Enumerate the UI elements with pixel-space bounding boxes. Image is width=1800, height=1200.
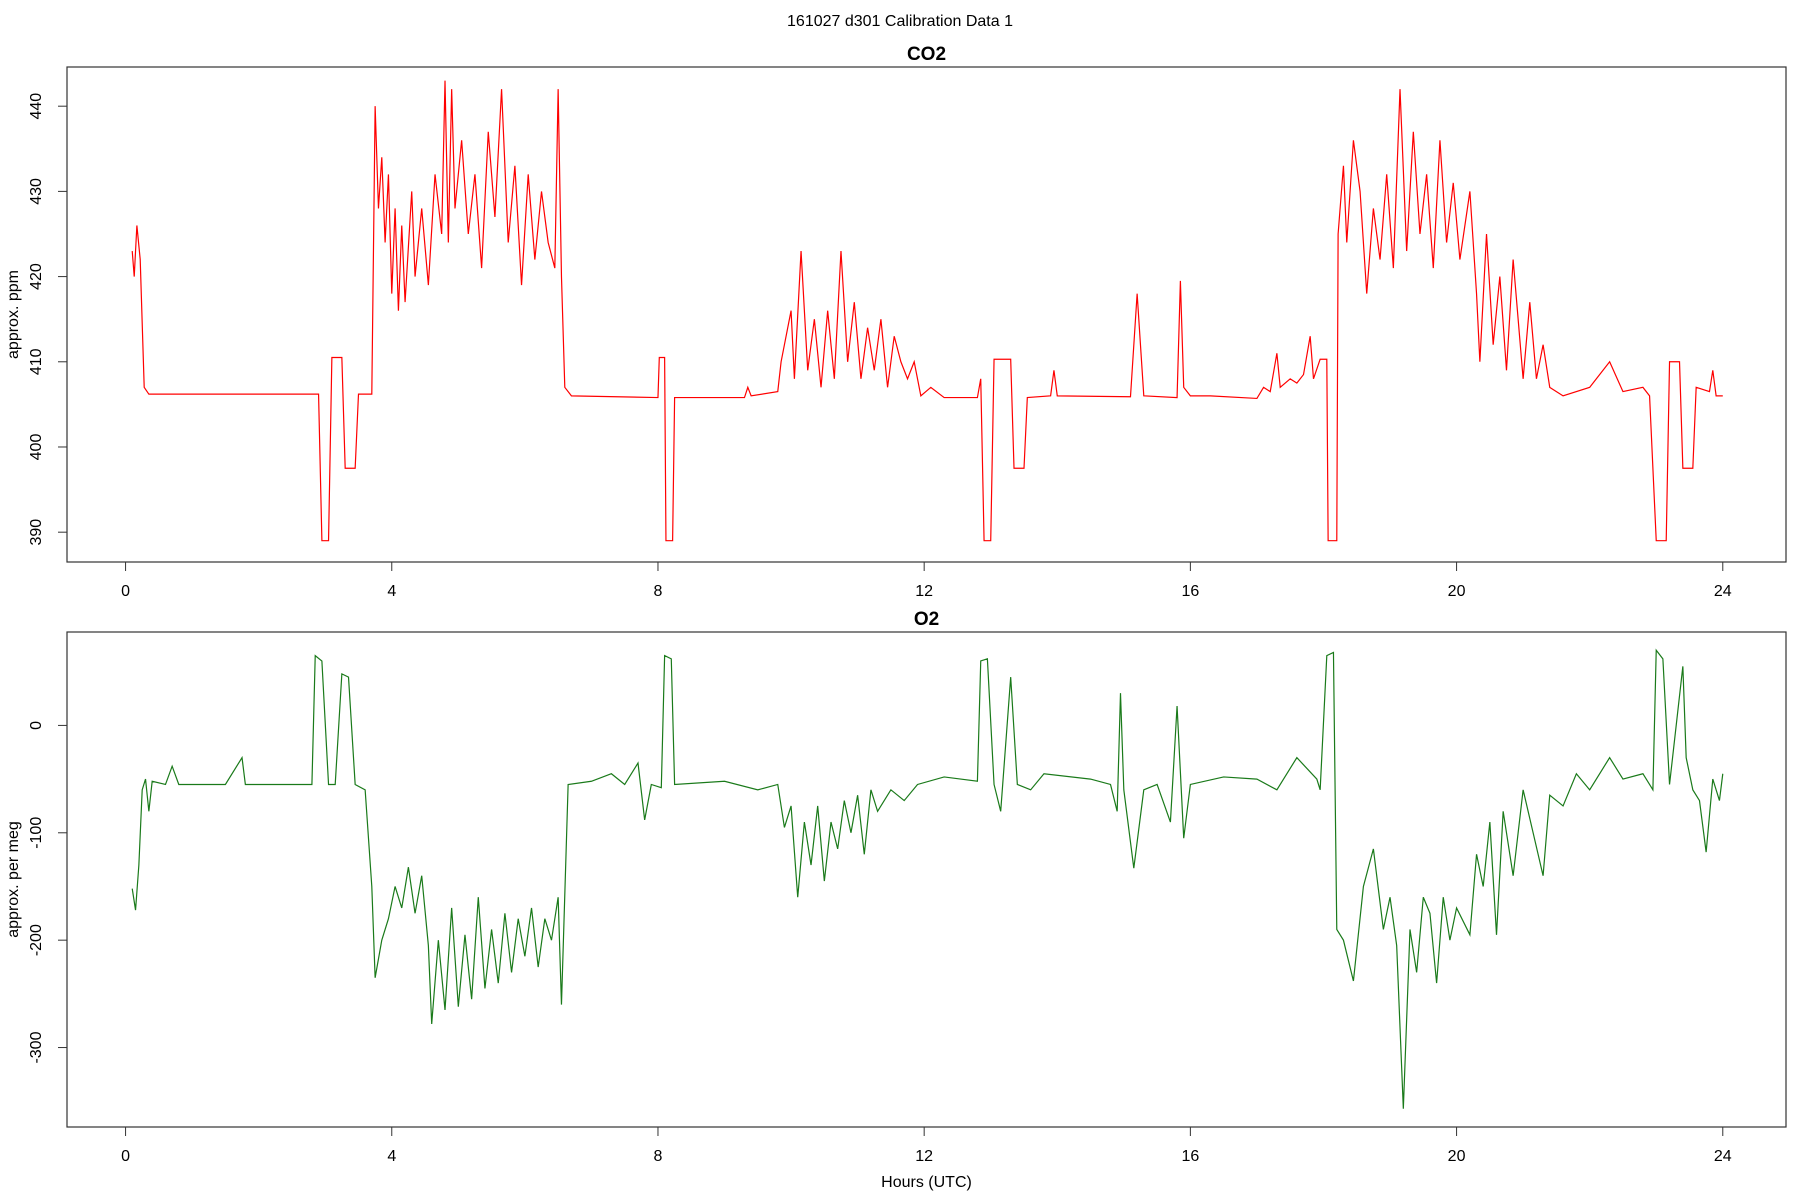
figure-title: 161027 d301 Calibration Data 1	[787, 13, 1013, 30]
y-tick-label: 410	[28, 348, 45, 375]
y-tick-label: 430	[28, 178, 45, 205]
x-axis-title: Hours (UTC)	[881, 1174, 972, 1191]
y-tick-label: 400	[28, 434, 45, 461]
x-tick-label: 20	[1448, 1148, 1466, 1165]
x-tick-label: 4	[387, 583, 396, 600]
y-tick-label: -100	[28, 817, 45, 849]
x-tick-label: 8	[654, 583, 663, 600]
y-tick-label: -300	[28, 1031, 45, 1063]
x-tick-label: 4	[387, 1148, 396, 1165]
data-line	[131, 80, 1723, 542]
panel-title: CO2	[907, 44, 946, 65]
x-tick-label: 16	[1181, 583, 1199, 600]
x-tick-label: 12	[915, 1148, 933, 1165]
data-line	[131, 648, 1724, 1109]
y-tick-label: 0	[28, 721, 45, 730]
x-tick-label: 24	[1714, 1148, 1732, 1165]
panel-title: O2	[914, 609, 939, 630]
x-tick-label: 0	[121, 583, 130, 600]
y-axis-title: approx. per meg	[5, 821, 22, 938]
y-tick-label: 440	[28, 93, 45, 120]
x-tick-label: 0	[121, 1148, 130, 1165]
x-tick-label: 24	[1714, 583, 1732, 600]
y-tick-label: -200	[28, 924, 45, 956]
x-tick-label: 20	[1448, 583, 1466, 600]
y-axis-title: approx. ppm	[5, 270, 22, 359]
y-tick-label: 420	[28, 263, 45, 290]
y-tick-label: 390	[28, 519, 45, 546]
x-tick-label: 12	[915, 583, 933, 600]
x-tick-label: 16	[1181, 1148, 1199, 1165]
x-tick-label: 8	[654, 1148, 663, 1165]
